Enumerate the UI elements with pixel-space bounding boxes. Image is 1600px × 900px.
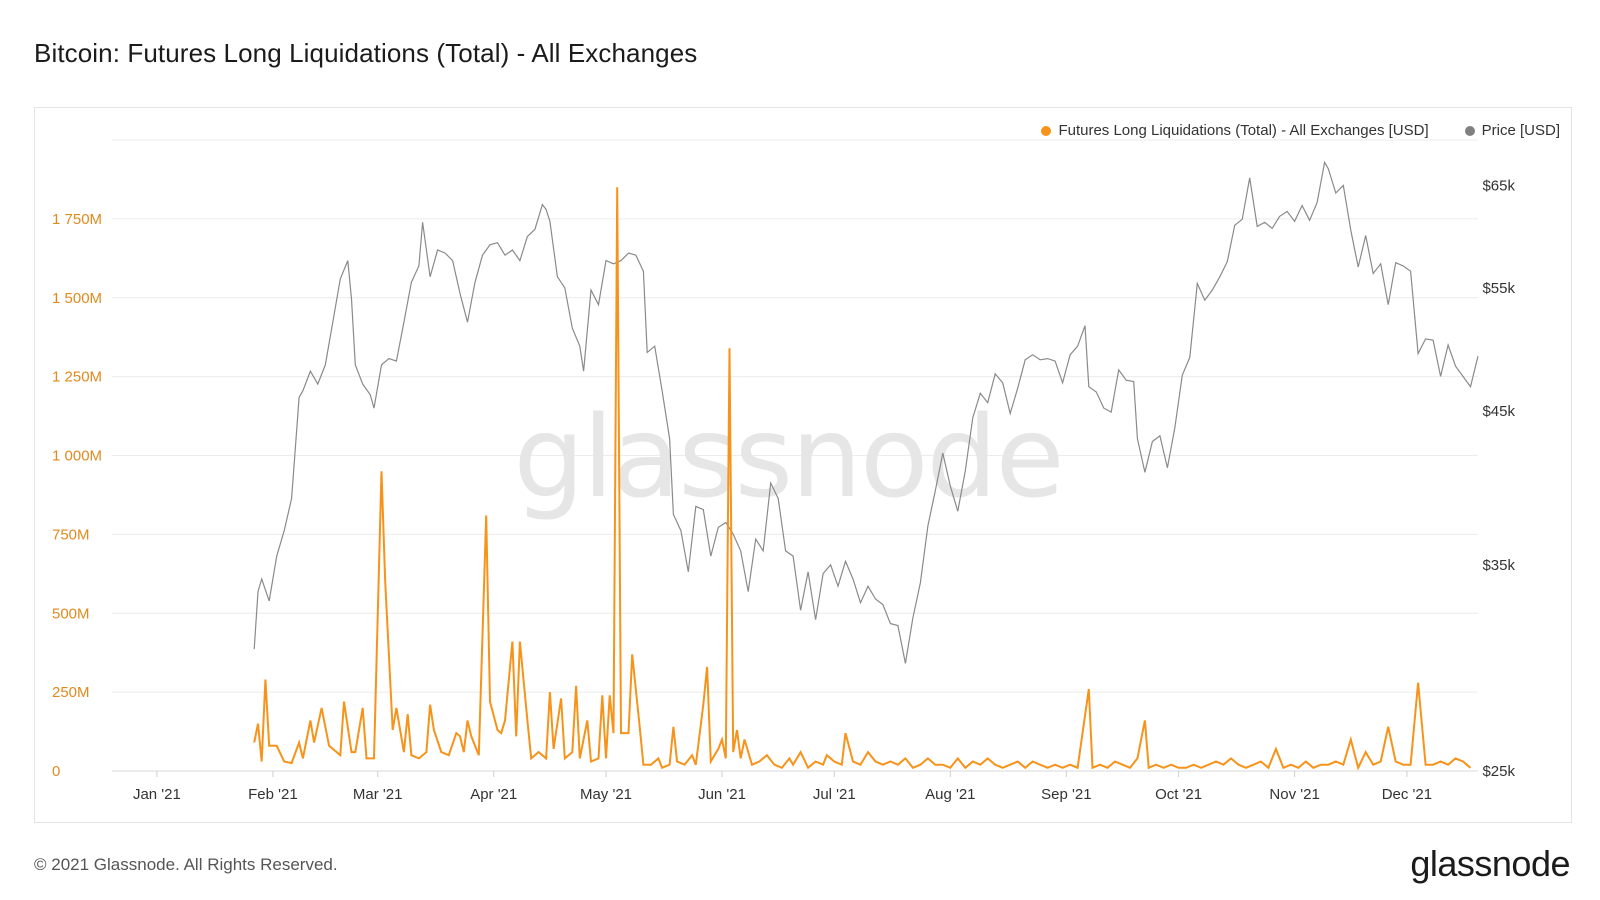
legend-item-liquidations[interactable]: Futures Long Liquidations (Total) - All … bbox=[1041, 122, 1429, 139]
left-axis-tick-label: 500M bbox=[52, 605, 90, 622]
footer-copyright: © 2021 Glassnode. All Rights Reserved. bbox=[34, 855, 338, 874]
x-axis-tick-label: Jul '21 bbox=[813, 786, 856, 803]
price-series-line bbox=[253, 160, 1479, 664]
watermark: glassnode bbox=[513, 393, 1062, 523]
footer-logo: glassnode bbox=[1410, 843, 1570, 884]
left-axis-tick-label: 0 bbox=[52, 763, 60, 780]
left-axis-tick-label: 1 000M bbox=[52, 448, 102, 465]
legend-label-liquidations: Futures Long Liquidations (Total) - All … bbox=[1058, 122, 1429, 139]
x-axis-tick-label: Jun '21 bbox=[698, 786, 746, 803]
legend-dot-price bbox=[1464, 125, 1475, 136]
chart-title: Bitcoin: Futures Long Liquidations (Tota… bbox=[34, 38, 698, 68]
x-axis-tick-label: Nov '21 bbox=[1269, 786, 1319, 803]
right-axis-tick-label: $35k bbox=[1482, 557, 1515, 574]
x-axis-tick-label: Aug '21 bbox=[925, 786, 975, 803]
legend-item-price[interactable]: Price [USD] bbox=[1464, 122, 1560, 139]
x-axis: Jan '21 Feb '21 Mar '21 Apr '21 May '21 Jun '… bbox=[133, 771, 1432, 803]
legend-label-price: Price [USD] bbox=[1481, 122, 1560, 139]
left-axis-tick-label: 1 500M bbox=[52, 290, 102, 307]
left-axis-tick-label: 250M bbox=[52, 684, 90, 701]
left-axis-tick-label: 1 750M bbox=[52, 211, 102, 228]
legend: Futures Long Liquidations (Total) - All … bbox=[1041, 122, 1560, 139]
x-axis-tick-label: Feb '21 bbox=[248, 786, 298, 803]
right-axis-tick-label: $45k bbox=[1482, 403, 1515, 420]
right-axis-tick-label: $55k bbox=[1482, 280, 1515, 297]
x-axis-tick-label: Sep '21 bbox=[1041, 786, 1091, 803]
chart-frame bbox=[34, 107, 1572, 823]
right-axis-tick-label: $25k bbox=[1482, 763, 1515, 780]
liquidations-series-line bbox=[253, 187, 1472, 771]
right-axis: $25k $35k $45k $55k $65k bbox=[1482, 177, 1515, 780]
left-axis: 0 250M 500M 750M 1 000M 1 250M 1 500M 1 750M bbox=[52, 211, 102, 780]
left-axis-tick-label: 1 250M bbox=[52, 369, 102, 386]
x-axis-tick-label: Dec '21 bbox=[1382, 786, 1432, 803]
x-axis-tick-label: May '21 bbox=[580, 786, 632, 803]
x-axis-tick-label: Apr '21 bbox=[470, 786, 517, 803]
x-axis-tick-label: Jan '21 bbox=[133, 786, 181, 803]
legend-dot-liquidations bbox=[1041, 125, 1052, 136]
x-axis-tick-label: Mar '21 bbox=[353, 786, 403, 803]
left-axis-tick-label: 750M bbox=[52, 526, 90, 543]
grid-lines bbox=[112, 139, 1478, 772]
x-axis-tick-label: Oct '21 bbox=[1155, 786, 1202, 803]
right-axis-tick-label: $65k bbox=[1482, 177, 1515, 194]
